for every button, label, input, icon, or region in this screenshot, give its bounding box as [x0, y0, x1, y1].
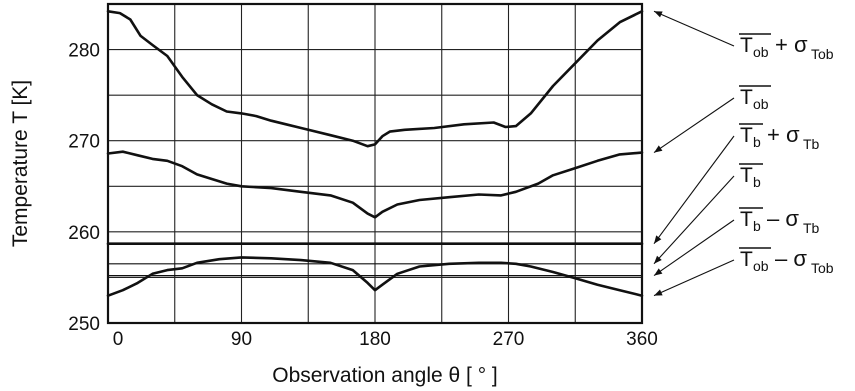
legend-arrowhead-tob_plus — [654, 11, 663, 18]
series-layer — [106, 10, 644, 297]
legend-arrowhead-tob — [654, 145, 663, 153]
series-line-tob_minus — [106, 256, 644, 297]
legend-arrowhead-tb_minus — [654, 268, 663, 276]
legend-arrowhead-tb_plus — [654, 235, 662, 244]
legend-main-tob_minus: T — [740, 248, 753, 271]
y-axis-label: Temperature T [K] — [9, 80, 32, 247]
legend-op-tob_plus: + σ — [775, 32, 808, 57]
legend-op-tb_minus: – σ — [767, 206, 799, 231]
x-axis-label: Observation angle θ [ ° ] — [272, 364, 498, 387]
legend-pointer-tb_plus — [653, 135, 735, 245]
legend-op-tob_minus: – σ — [775, 246, 807, 271]
legend-sub-tob: ob — [753, 96, 769, 112]
x-tick-label-180: 180 — [359, 329, 391, 350]
legend-pointer-tob — [653, 97, 735, 154]
legend-sub-tb_plus: b — [753, 134, 761, 150]
y-tick-label-250: 250 — [68, 314, 100, 335]
y-tick-label-270: 270 — [68, 132, 100, 153]
legend-arrowhead-tob_minus — [654, 289, 663, 296]
y-tick-label-280: 280 — [68, 41, 100, 62]
tick-layer: 0 90 180 270 360 250 260 270 280 — [68, 41, 658, 350]
x-tick-label-0: 0 — [113, 329, 124, 350]
legend-op-sub-tob_plus: Tob — [811, 46, 834, 62]
legend-sub-tb_minus: b — [753, 218, 761, 234]
series-line-tob_plus — [106, 10, 644, 148]
legend-sub-tb: b — [753, 174, 761, 190]
legend-pointer-tob_minus — [653, 259, 735, 297]
legend-pointer-tb_minus — [653, 219, 735, 277]
y-tick-label-260: 260 — [68, 223, 100, 244]
legend-op-tb_plus: + σ — [767, 122, 800, 147]
x-tick-label-270: 270 — [493, 329, 525, 350]
series-line-tob — [106, 150, 644, 219]
legend-op-sub-tob_minus: Tob — [811, 260, 834, 276]
legend-op-sub-tb_plus: Tb — [803, 136, 820, 152]
legend-main-tob: T — [740, 86, 753, 109]
legend-op-sub-tb_minus: Tb — [803, 220, 820, 236]
legend-main-tob_plus: T — [740, 34, 753, 57]
legend-main-tb_minus: T — [740, 208, 753, 231]
legend-pointer-tb — [653, 175, 735, 265]
legend-arrowhead-tb — [654, 255, 662, 264]
legend-pointer-tob_plus — [653, 10, 735, 47]
legend-main-tb_plus: T — [740, 124, 753, 147]
x-tick-label-90: 90 — [231, 329, 252, 350]
legend-sub-tob_plus: ob — [753, 44, 769, 60]
x-tick-label-360: 360 — [626, 329, 658, 350]
legend-sub-tob_minus: ob — [753, 258, 769, 274]
plot-frame — [106, 2, 644, 325]
legend-main-tb: T — [740, 164, 753, 187]
